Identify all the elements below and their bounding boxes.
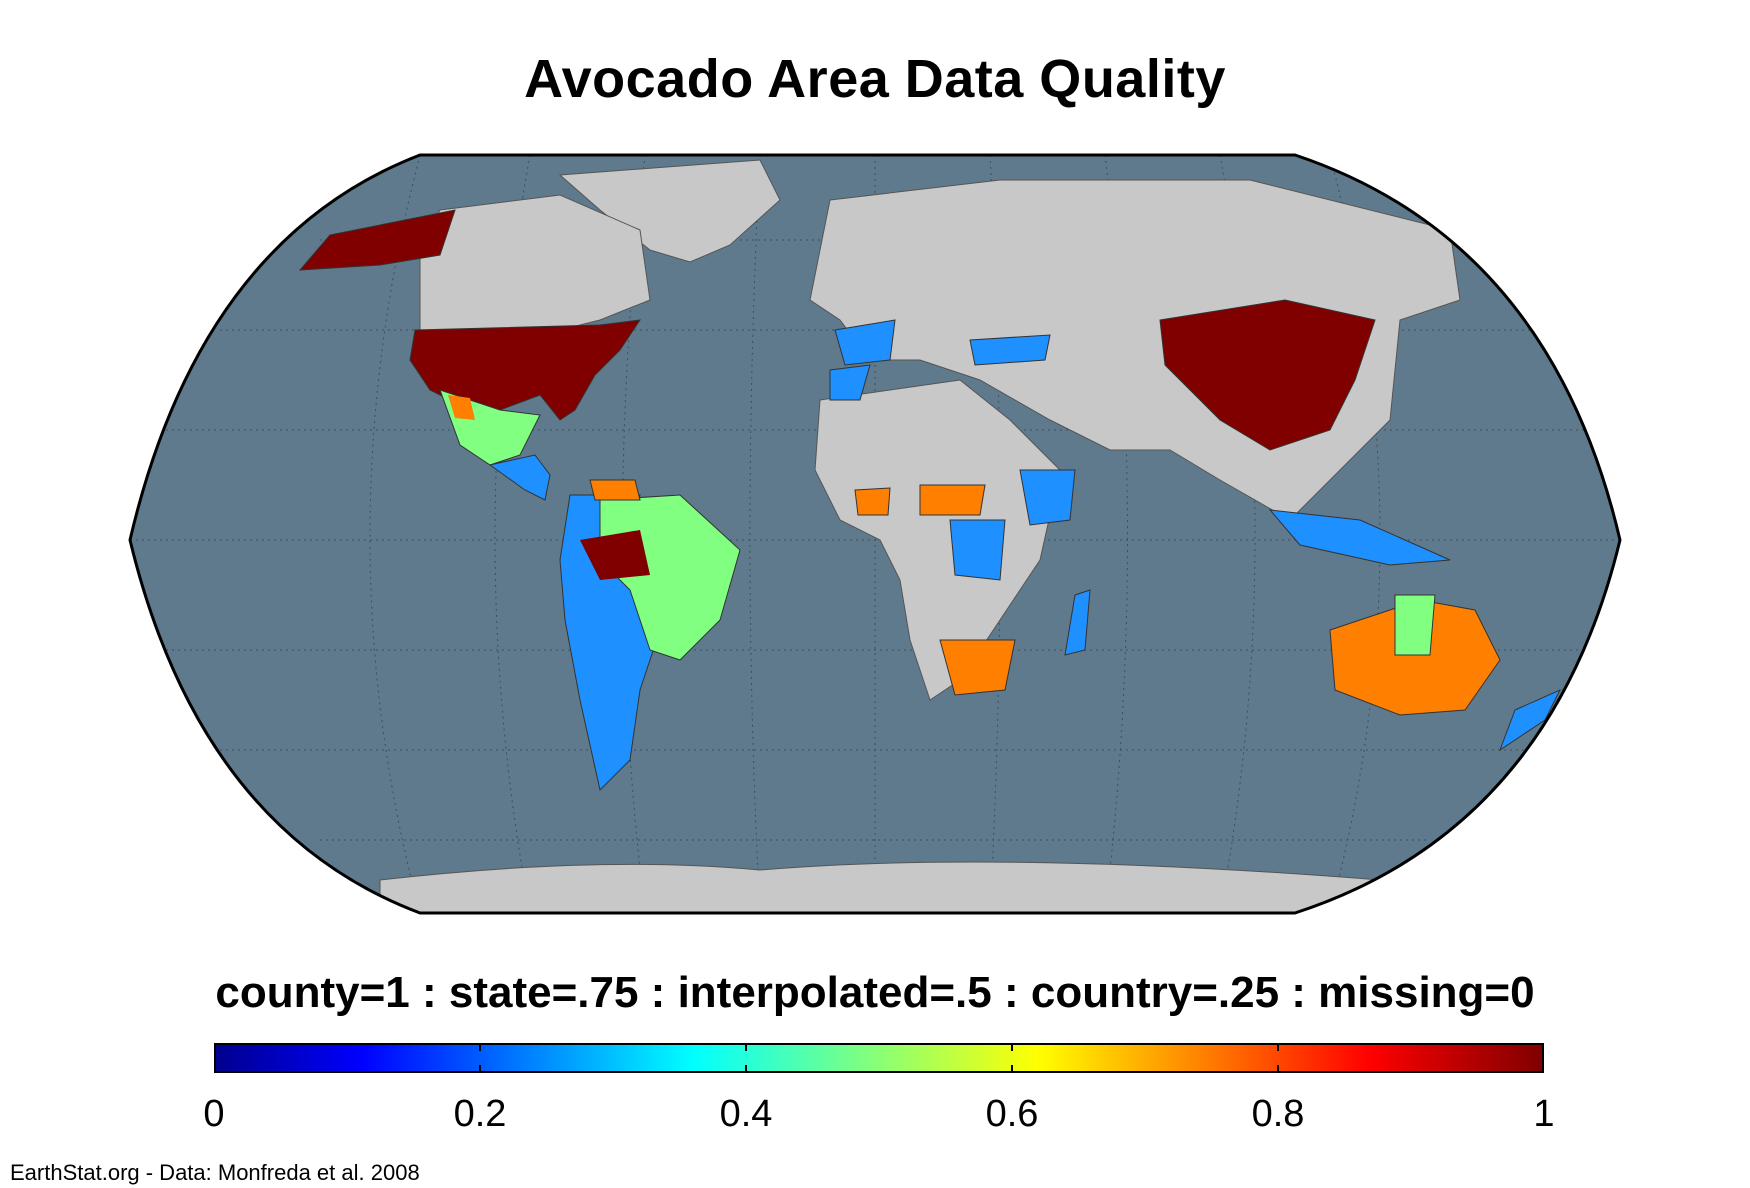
new-zealand [1498, 688, 1562, 752]
canada [419, 194, 651, 331]
china [1159, 299, 1376, 451]
south-africa [939, 639, 1016, 696]
map-outline [128, 153, 1622, 915]
colorbar-tick-bottom [1011, 1065, 1013, 1073]
venezuela [589, 479, 641, 501]
colorbar-tick-bottom [1277, 1065, 1279, 1073]
mexico-state [448, 395, 475, 420]
alaska [298, 209, 456, 271]
colorbar [214, 1043, 1544, 1073]
spain [834, 319, 896, 366]
colorbar-tick [479, 1043, 481, 1051]
central-america [488, 454, 551, 501]
brazil-county [580, 530, 650, 580]
usa [409, 319, 642, 421]
colorbar-tick-bottom [479, 1065, 481, 1073]
morocco [829, 364, 871, 401]
ethiopia [1019, 469, 1076, 526]
legend-label: county=1 : state=.75 : interpolated=.5 :… [215, 968, 1535, 1017]
turkey [969, 334, 1051, 366]
map-title: Avocado Area Data Quality [524, 49, 1226, 109]
indonesia [1268, 509, 1451, 566]
antarctica [379, 861, 1381, 913]
colorbar-tick [1011, 1043, 1013, 1051]
madagascar [1064, 589, 1091, 656]
colorbar-tick-label: 0.8 [1251, 1093, 1305, 1135]
colorbar-tick-bottom [745, 1065, 747, 1073]
colorbar-tick [745, 1043, 747, 1051]
congo [949, 519, 1006, 581]
colorbar-tick-label: 1 [1533, 1093, 1555, 1135]
colorbar-tick-label: 0.2 [453, 1093, 507, 1135]
car [919, 484, 986, 516]
colorbar-tick-label: 0.6 [985, 1093, 1039, 1135]
credit-text: EarthStat.org - Data: Monfreda et al. 20… [10, 1160, 420, 1185]
colorbar-tick-label: 0.4 [719, 1093, 773, 1135]
ghana [854, 487, 891, 516]
australia-interp [1394, 594, 1436, 656]
colorbar-tick [1277, 1043, 1279, 1051]
africa [814, 379, 1061, 701]
colorbar-tick-label: 0 [203, 1093, 225, 1135]
